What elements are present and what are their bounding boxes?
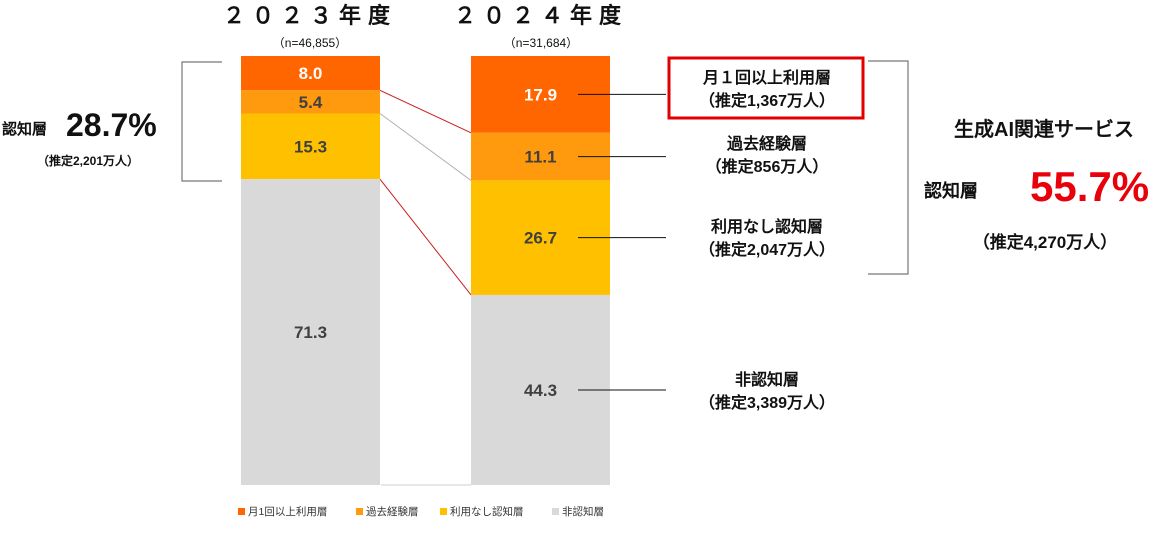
data-label-2023-2: 5.4 bbox=[299, 93, 323, 112]
callout-title-1: 月１回以上利用層 bbox=[702, 68, 831, 87]
legend: 月1回以上利用層 過去経験層 利用なし認知層 非認知層 bbox=[238, 505, 604, 518]
awareness-estimate-2023: （推定2,201万人） bbox=[37, 153, 139, 168]
awareness-label-2023: 認知層 bbox=[2, 120, 47, 138]
bar-segment-2023-4 bbox=[241, 179, 380, 486]
category-label-2023: ２０２３年度 bbox=[223, 3, 397, 28]
connector-line-3 bbox=[379, 178, 472, 296]
data-label-2024-3: 26.7 bbox=[524, 229, 557, 248]
data-label-2023-1: 8.0 bbox=[299, 64, 323, 83]
legend-label-3: 利用なし認知層 bbox=[450, 505, 524, 518]
legend-swatch-4 bbox=[552, 508, 559, 515]
sample-size-2024: （n=31,684） bbox=[504, 36, 578, 50]
category-label-2024: ２０２４年度 bbox=[454, 3, 628, 28]
callout-title-2: 過去経験層 bbox=[726, 134, 807, 153]
connector-lines bbox=[379, 89, 472, 296]
awareness-label-2024: 認知層 bbox=[924, 180, 978, 201]
awareness-percent-2023: 28.7% bbox=[66, 107, 157, 143]
awareness-title-2024: 生成AI関連サービス bbox=[954, 117, 1134, 141]
data-label-2024-1: 17.9 bbox=[524, 85, 557, 104]
legend-swatch-3 bbox=[440, 508, 447, 515]
legend-label-1: 月1回以上利用層 bbox=[248, 506, 327, 518]
bars: 8.0 5.4 15.3 71.3 17.9 11.1 26.7 44.3 bbox=[241, 56, 610, 486]
bar-segment-2023-2 bbox=[241, 90, 380, 114]
bar-segment-2023-3 bbox=[241, 113, 380, 180]
connector-line-1 bbox=[379, 89, 472, 134]
awareness-estimate-2024: （推定4,270万人） bbox=[973, 232, 1118, 252]
awareness-bracket-2023 bbox=[181, 61, 222, 182]
legend-swatch-1 bbox=[238, 508, 245, 515]
bar-segment-2023-1 bbox=[241, 56, 380, 91]
callout-title-4: 非認知層 bbox=[735, 370, 799, 389]
connector-line-2 bbox=[379, 113, 472, 181]
data-label-2024-4: 44.3 bbox=[524, 381, 557, 400]
callout-estimate-1: （推定1,367万人） bbox=[699, 91, 835, 110]
legend-label-4: 非認知層 bbox=[562, 505, 604, 518]
sample-size-2023: （n=46,855） bbox=[273, 36, 347, 50]
callout-title-3: 利用なし認知層 bbox=[711, 217, 823, 236]
data-label-2023-4: 71.3 bbox=[294, 323, 327, 342]
callout-estimate-2: （推定856万人） bbox=[706, 157, 829, 176]
callout-highlight-box bbox=[667, 56, 865, 120]
callouts-2024: 月１回以上利用層 （推定1,367万人） 過去経験層 （推定856万人） 利用なし認知層… bbox=[578, 56, 865, 412]
legend-swatch-2 bbox=[356, 508, 363, 515]
legend-label-2: 過去経験層 bbox=[366, 505, 419, 518]
callout-estimate-4: （推定3,389万人） bbox=[699, 393, 835, 412]
callout-estimate-3: （推定2,047万人） bbox=[699, 240, 835, 259]
awareness-bracket-2024 bbox=[868, 60, 909, 275]
awareness-percent-2024: 55.7% bbox=[1030, 163, 1149, 210]
data-label-2023-3: 15.3 bbox=[294, 137, 327, 156]
data-label-2024-2: 11.1 bbox=[524, 148, 556, 167]
